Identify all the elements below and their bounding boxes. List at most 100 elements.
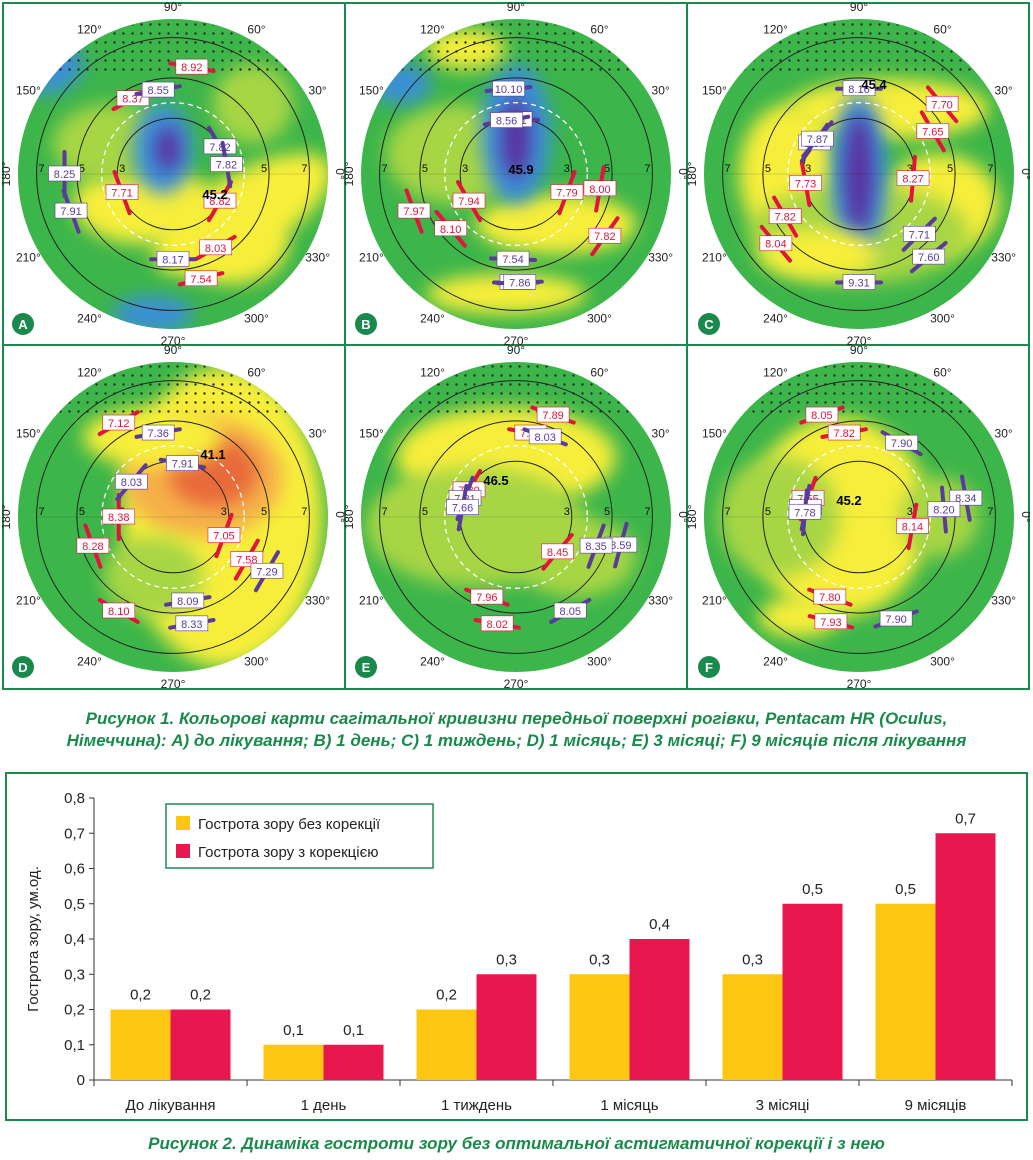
angle-label: 150° xyxy=(702,427,727,441)
angle-label: 90° xyxy=(850,343,868,357)
figure-1-caption: Рисунок 1. Кольорові карти сагітальної к… xyxy=(0,708,1033,752)
blue-value-box xyxy=(879,610,913,627)
masked-area xyxy=(55,362,291,417)
red-value: 8.27 xyxy=(902,174,923,186)
blue-value-box xyxy=(842,274,876,290)
blue-value-box xyxy=(788,503,822,520)
color-zone xyxy=(426,274,586,314)
blue-value: 8.56 xyxy=(496,116,517,128)
angle-label: 0° xyxy=(333,168,347,180)
blue-value: 7.91 xyxy=(172,459,193,471)
ring-7mm xyxy=(36,380,310,654)
blue-value: 7.71 xyxy=(909,229,930,241)
angle-label: 330° xyxy=(305,251,330,265)
blue-value: 8.55 xyxy=(147,85,168,97)
angle-label: 180° xyxy=(342,161,356,186)
angle-label: 300° xyxy=(930,655,955,669)
angle-label: 300° xyxy=(244,312,269,326)
bar-data-label: 0,7 xyxy=(955,810,976,827)
ring-5mm xyxy=(762,420,956,614)
bar-without-correction xyxy=(875,903,936,1080)
bar-data-label: 0,4 xyxy=(649,916,670,933)
angle-label: 60° xyxy=(590,365,608,379)
angle-label: 210° xyxy=(359,594,384,608)
panel-letter: C xyxy=(704,317,714,332)
ring-5mm xyxy=(76,420,270,614)
keratometry-value: 45.2 xyxy=(836,493,861,508)
blue-value: 7.90 xyxy=(885,614,906,626)
red-value: 8.45 xyxy=(547,547,568,559)
angle-label: 240° xyxy=(420,312,445,326)
legend-box xyxy=(165,803,434,869)
blue-value: 8.09 xyxy=(177,596,198,608)
angle-label: 90° xyxy=(164,343,182,357)
bar-with-correction xyxy=(935,833,996,1080)
pupil-ring xyxy=(787,102,931,246)
angle-label: 60° xyxy=(933,22,951,36)
red-value: 8.28 xyxy=(82,541,103,553)
color-zone xyxy=(113,296,193,329)
blue-value-box xyxy=(446,499,479,515)
visual-acuity-chart: 0 0,1 0,2 0,3 0,4 0,5 0,6 0,7 0,8 Гострота зору, … xyxy=(5,772,1028,1121)
red-value-box xyxy=(102,414,136,431)
ring-7mm xyxy=(36,37,310,311)
bar-with-correction xyxy=(629,939,690,1080)
blue-value: 7.60 xyxy=(918,252,939,264)
masked-area xyxy=(55,19,291,75)
red-value: 7.65 xyxy=(922,126,943,138)
red-value-box xyxy=(925,95,959,112)
blue-value-box xyxy=(492,80,525,97)
blue-value: 7.82 xyxy=(209,142,230,154)
red-value: 7.94 xyxy=(458,196,479,208)
panel-letter-badge xyxy=(698,313,720,335)
ring-label: 7 xyxy=(301,506,307,518)
y-tick-label: 0,4 xyxy=(64,931,85,948)
angle-label: 120° xyxy=(420,22,445,36)
pupil-ring xyxy=(444,102,588,246)
corneal-map-d: 33557790°60°30°0°330°300°270°240°210°180… xyxy=(2,343,347,690)
keratometry-value: 46.5 xyxy=(483,473,508,488)
map-color-zones xyxy=(739,79,999,284)
x-tick-label: 3 місяці xyxy=(756,1097,810,1114)
angle-label: 90° xyxy=(164,2,182,14)
bar-data-label: 0,2 xyxy=(130,987,151,1004)
corneal-map-b: 3 3 5 5 7 7 90° 60° 30° 0° 330° 300° 270° 240° 210° 180… xyxy=(342,2,690,348)
blue-value-box xyxy=(115,473,148,490)
ring-label: 3 xyxy=(462,163,468,175)
ring-7mm xyxy=(722,37,996,311)
angle-label: 240° xyxy=(763,312,788,326)
ring-label: 7 xyxy=(644,163,650,175)
blue-value: 7.78 xyxy=(794,507,815,519)
red-value: 8.92 xyxy=(181,62,202,74)
ring-label: 7 xyxy=(39,163,45,175)
y-tick-label: 0,2 xyxy=(64,1002,85,1019)
corneal-maps-figure: 33557790°60°30°0°330°300°270°240°210°180… xyxy=(2,2,1030,690)
keratometry-value: 41.1 xyxy=(200,447,225,462)
panel-letter: D xyxy=(18,660,27,675)
red-value-box xyxy=(814,613,848,630)
angle-label: 120° xyxy=(77,22,102,36)
panel-letter: F xyxy=(705,660,713,675)
red-value-box xyxy=(184,270,218,287)
angle-label: 120° xyxy=(763,22,788,36)
ring-label: 5 xyxy=(947,163,953,175)
blue-value: 10.10 xyxy=(495,84,523,96)
red-value: 7.73 xyxy=(795,178,816,190)
angle-label: 30° xyxy=(995,427,1013,441)
blue-value-box xyxy=(490,112,523,128)
ring-label: 5 xyxy=(604,506,610,518)
red-value: 7.96 xyxy=(476,592,497,604)
figure-1-caption-line-1: Рисунок 1. Кольорові карти сагітальної к… xyxy=(85,709,948,728)
ring-label: 3 xyxy=(907,163,913,175)
red-value-box xyxy=(588,227,622,244)
ring-label: 5 xyxy=(79,163,85,175)
y-tick-label: 0,6 xyxy=(64,861,85,878)
angle-label: 150° xyxy=(16,427,41,441)
ring-label: 5 xyxy=(261,506,267,518)
blue-value: 7.90 xyxy=(891,438,912,450)
color-zone xyxy=(845,114,873,234)
ring-label: 3 xyxy=(564,506,570,518)
red-value-box xyxy=(76,537,110,554)
red-value-box xyxy=(813,588,847,605)
angle-label: 30° xyxy=(309,427,327,441)
